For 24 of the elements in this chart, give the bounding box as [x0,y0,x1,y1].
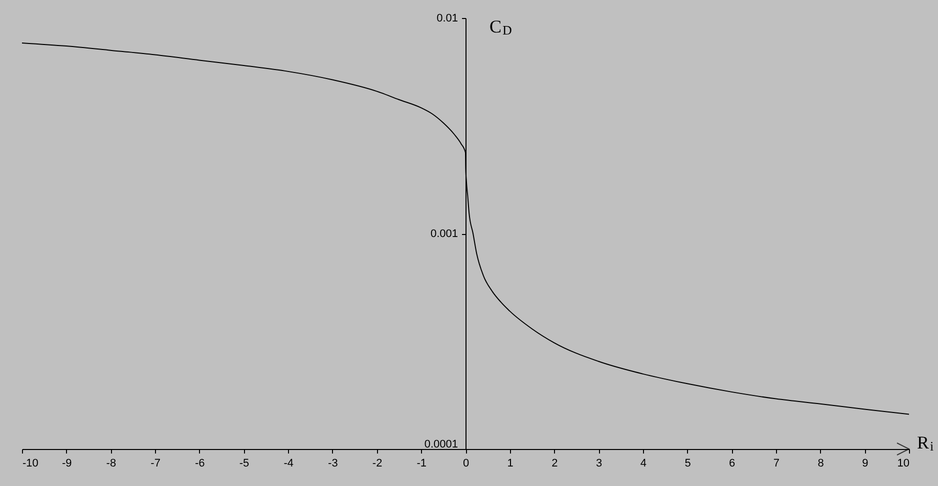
y-tick-label: 0.01 [436,12,458,24]
x-tick-label: 0 [462,458,470,470]
x-tick-label: -8 [106,458,116,470]
x-tick-label: -9 [62,458,72,470]
x-tick-label: 5 [684,458,691,470]
x-tick-label: -2 [372,458,382,470]
x-tick-label: 7 [773,458,780,470]
x-tick-label: 6 [729,458,736,470]
x-tick-label: 2 [552,458,558,470]
x-tick-label: -4 [284,458,294,470]
x-tick-label: 1 [507,458,514,470]
x-tick-label: 8 [818,458,824,470]
x-tick-label: 9 [862,458,868,470]
x-tick-label: 10 [897,458,910,470]
x-tick-label: -6 [195,458,205,470]
x-tick-label: -5 [239,458,250,470]
y-tick-label: 0.0001 [424,438,458,450]
x-tick-label: -3 [328,458,338,470]
x-tick-label: -1 [416,458,427,470]
x-tick-label: -10 [22,458,38,470]
x-tick-label: -7 [150,458,160,470]
x-tick-label: 3 [596,458,602,470]
x-tick-label: 4 [640,458,646,470]
y-tick-label: 0.001 [430,228,458,240]
